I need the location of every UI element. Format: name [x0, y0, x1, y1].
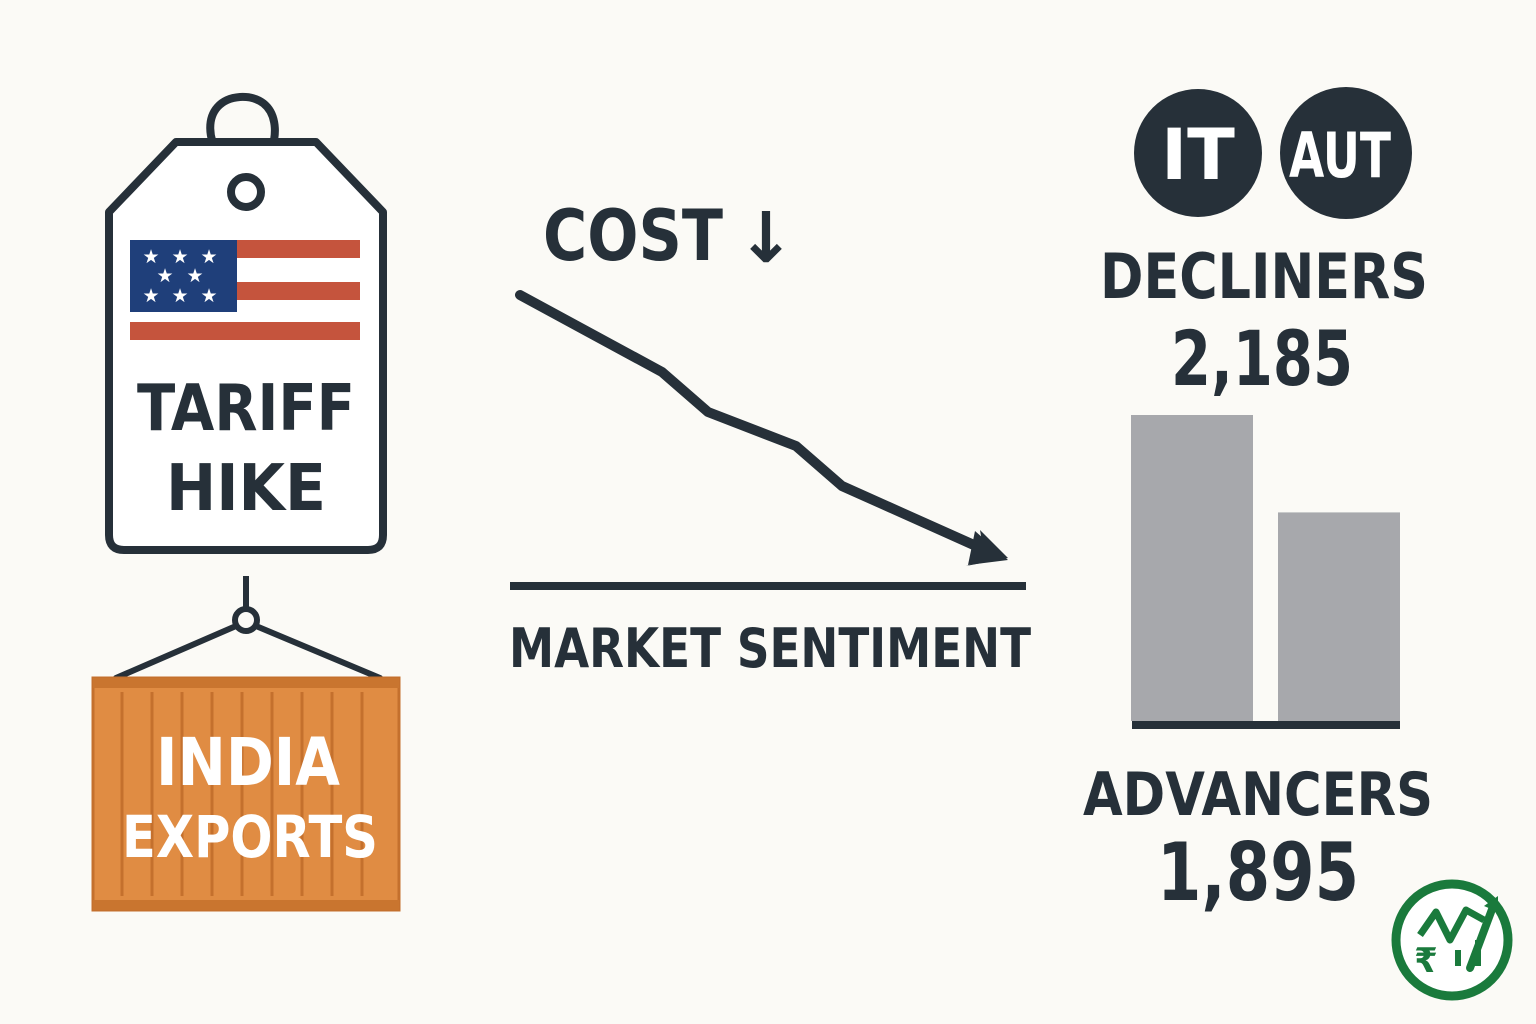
tag-title-line1: TARIFF	[137, 372, 355, 446]
rupee-growth-logo: ₹	[1391, 879, 1513, 1001]
advancers-label: ADVANCERS	[1083, 760, 1433, 830]
tag-hole-icon	[227, 173, 265, 211]
svg-text:★: ★	[200, 246, 217, 268]
svg-text:★: ★	[142, 246, 159, 268]
bar-advancers	[1278, 512, 1400, 721]
market-sentiment-label: MARKET SENTIMENT	[509, 617, 1031, 680]
us-flag-icon: ★ ★ ★ ★ ★ ★ ★ ★	[130, 240, 360, 340]
rupee-mark: ₹	[1414, 941, 1438, 981]
svg-text:★: ★	[156, 265, 173, 287]
tag-title-line2: HIKE	[166, 452, 326, 526]
cost-label: COST	[543, 195, 723, 277]
advancers-value: 1,895	[1157, 826, 1359, 919]
hanger-icon	[113, 576, 383, 681]
sector-badge-aut	[1280, 87, 1412, 219]
shipping-container-icon	[91, 676, 401, 912]
svg-text:★: ★	[200, 285, 217, 307]
sector-label-it: IT	[1161, 114, 1235, 196]
svg-text:★: ★	[142, 285, 159, 307]
cost-down-arrow-icon: ↓	[737, 197, 796, 279]
svg-text:★: ★	[186, 265, 203, 287]
decliners-value: 2,185	[1171, 314, 1353, 403]
decliners-label: DECLINERS	[1100, 240, 1428, 313]
svg-text:★: ★	[171, 285, 188, 307]
sector-badge-it	[1134, 89, 1262, 217]
sector-label-aut: AUT	[1289, 119, 1391, 192]
downward-trend-arrow	[515, 290, 1008, 566]
breadth-bar-chart	[1131, 415, 1400, 721]
svg-text:★: ★	[171, 246, 188, 268]
container-title-line2: EXPORTS	[122, 803, 378, 871]
container-title-line1: INDIA	[156, 724, 340, 801]
bar-decliners	[1131, 415, 1253, 721]
